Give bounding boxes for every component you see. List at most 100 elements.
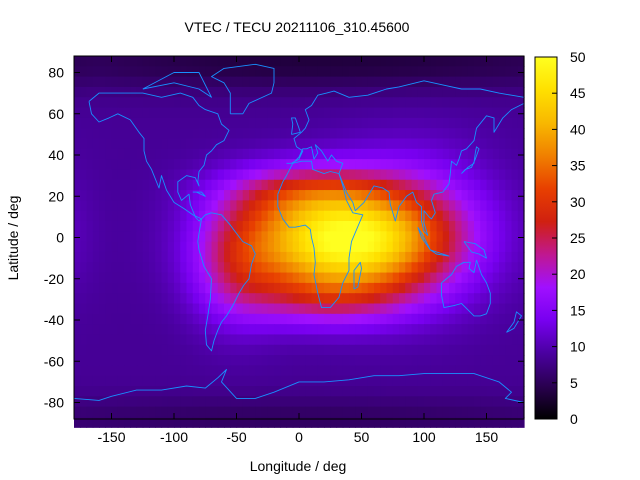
heat-cell <box>405 138 413 150</box>
heat-cell <box>486 221 494 232</box>
heat-cell <box>424 303 431 315</box>
heat-cell <box>192 107 200 119</box>
heat-cell <box>399 251 406 263</box>
heat-cell <box>511 210 519 222</box>
heat-cell <box>424 344 431 356</box>
heat-cell <box>111 262 119 274</box>
heat-cell <box>417 190 425 201</box>
heat-cell <box>305 221 313 232</box>
heat-cell <box>411 86 419 98</box>
heat-cell <box>517 97 525 109</box>
heat-cell <box>161 66 169 78</box>
heat-cell <box>99 117 106 129</box>
heat-cell <box>374 56 381 67</box>
heat-cell <box>236 282 244 294</box>
heat-cell <box>455 210 463 222</box>
heat-cell <box>105 56 113 67</box>
heat-cell <box>105 117 113 129</box>
heat-cell <box>211 396 219 408</box>
heat-cell <box>499 128 506 140</box>
heat-cell <box>442 386 450 397</box>
heat-cell <box>405 396 413 408</box>
heat-cell <box>499 313 506 325</box>
heat-cell <box>467 262 475 274</box>
heat-cell <box>486 200 494 212</box>
heat-cell <box>386 365 394 377</box>
heat-cell <box>224 56 231 67</box>
heat-cell <box>224 406 231 418</box>
heat-cell <box>105 76 113 88</box>
heat-cell <box>249 272 256 284</box>
heat-cell <box>517 128 525 140</box>
colorbar-tick-label: 40 <box>570 121 586 137</box>
heat-cell <box>461 262 469 274</box>
heat-cell <box>430 86 438 98</box>
heat-cell <box>267 86 275 98</box>
heat-cell <box>86 272 94 284</box>
heat-cell <box>455 128 463 140</box>
heat-cell <box>386 159 394 171</box>
heat-cell <box>186 210 194 222</box>
colorbar-tick-label: 25 <box>570 230 586 246</box>
heat-cell <box>374 303 381 315</box>
heat-cell <box>436 344 444 356</box>
heat-cell <box>517 365 525 377</box>
heat-cell <box>361 416 369 428</box>
heat-cell <box>280 159 288 171</box>
heat-cell <box>280 221 288 232</box>
heat-cell <box>480 97 488 109</box>
heat-cell <box>230 334 238 346</box>
heat-cell <box>349 334 356 346</box>
heat-cell <box>511 56 519 67</box>
heat-cell <box>486 272 494 284</box>
heat-cell <box>305 128 313 140</box>
heat-cell <box>236 334 244 346</box>
heat-cell <box>330 251 338 263</box>
heat-cell <box>280 416 288 428</box>
heat-cell <box>330 179 338 191</box>
heat-cell <box>230 128 238 140</box>
y-tick-label: 40 <box>48 147 64 163</box>
heat-cell <box>167 272 175 284</box>
coastline <box>463 241 487 259</box>
coastline <box>211 63 275 115</box>
heat-cell <box>311 179 319 191</box>
heat-cell <box>380 355 388 366</box>
heat-cell <box>349 396 356 408</box>
heat-cell <box>442 107 450 119</box>
heat-cell <box>230 159 238 171</box>
heat-cell <box>430 293 438 305</box>
heat-cell <box>236 128 244 140</box>
heat-cell <box>511 97 519 109</box>
heat-cell <box>236 221 244 232</box>
heat-cell <box>111 138 119 150</box>
heat-cell <box>311 406 319 418</box>
heat-cell <box>105 169 113 181</box>
heat-cell <box>211 231 219 243</box>
heat-cell <box>474 303 481 315</box>
heat-cell <box>461 282 469 294</box>
heat-cell <box>336 117 344 129</box>
heat-cell <box>311 303 319 315</box>
heat-cell <box>380 56 388 67</box>
heat-cell <box>124 221 131 232</box>
heat-cell <box>492 221 500 232</box>
heat-cell <box>355 396 363 408</box>
heat-cell <box>236 231 244 243</box>
heat-cell <box>161 148 169 160</box>
heat-cell <box>161 303 169 315</box>
heat-cell <box>305 262 313 274</box>
heat-cell <box>424 293 431 305</box>
heat-cell <box>417 66 425 78</box>
heat-cell <box>380 210 388 222</box>
heat-cell <box>461 303 469 315</box>
heat-cell <box>486 303 494 315</box>
heat-cell <box>474 406 481 418</box>
heat-cell <box>236 56 244 67</box>
heat-cell <box>230 406 238 418</box>
heat-cell <box>455 293 463 305</box>
heat-cell <box>74 159 81 171</box>
heat-cell <box>192 86 200 98</box>
heat-cell <box>117 138 125 150</box>
heat-cell <box>136 169 144 181</box>
